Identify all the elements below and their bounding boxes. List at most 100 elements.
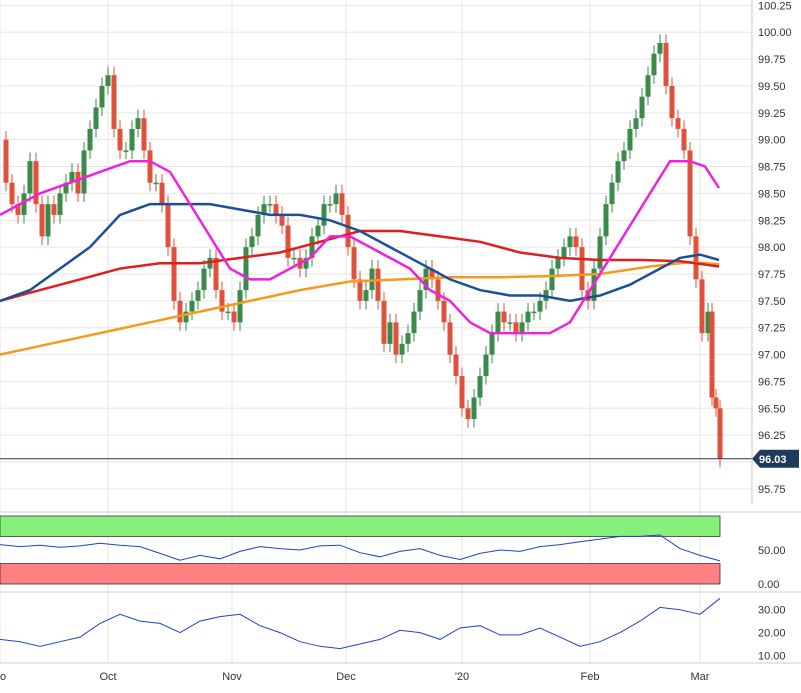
candle-body xyxy=(709,311,715,398)
candle-body xyxy=(183,311,189,323)
candle-body xyxy=(195,290,201,301)
rsi-y-tick: 0.00 xyxy=(758,579,779,591)
last-price-badge: 96.03 xyxy=(752,449,799,468)
rsi-y-axis: 0.00 50.00 xyxy=(758,545,786,591)
candle-body xyxy=(177,300,183,323)
indicator-y-tick: 20.00 xyxy=(758,628,786,640)
price-y-tick: 99.50 xyxy=(758,81,786,93)
indicator-line xyxy=(0,597,721,650)
candle-body xyxy=(219,290,225,312)
candle-body xyxy=(597,236,603,269)
ma-fast-line xyxy=(0,159,721,335)
candle-body xyxy=(201,268,207,291)
x-tick: '20 xyxy=(455,671,469,683)
x-tick: o xyxy=(0,671,6,683)
rsi-panel: 0.00 50.00 xyxy=(0,515,786,591)
x-tick: Dec xyxy=(336,671,356,683)
candle-body xyxy=(165,204,171,248)
price-y-tick: 96.50 xyxy=(758,403,786,415)
candle-body xyxy=(285,225,291,258)
candle-body xyxy=(489,333,495,355)
candle-body xyxy=(579,247,585,291)
price-y-tick: 96.25 xyxy=(758,430,786,442)
candle-body xyxy=(9,182,15,205)
candle-body xyxy=(255,214,261,237)
overbought-zone xyxy=(0,515,721,537)
candle-body xyxy=(147,150,153,183)
candle-body xyxy=(513,322,519,334)
candle-body xyxy=(429,268,435,280)
x-tick: Mar xyxy=(691,671,710,683)
candle-body xyxy=(99,85,105,108)
candle-body xyxy=(135,118,141,129)
last-price-label: 96.03 xyxy=(759,454,787,466)
price-grid xyxy=(0,4,752,490)
candle-body xyxy=(33,161,39,205)
candle-body xyxy=(435,279,441,301)
candle-body xyxy=(81,150,87,194)
candle-body xyxy=(243,247,249,291)
candle-body xyxy=(273,204,279,215)
price-y-tick: 98.00 xyxy=(758,242,786,254)
candle-body xyxy=(207,257,213,269)
candle-body xyxy=(525,311,531,323)
candle-body xyxy=(321,204,327,226)
candle-body xyxy=(129,128,135,151)
candle-body xyxy=(279,214,285,226)
candle-body xyxy=(621,150,627,162)
candle-body xyxy=(375,268,381,301)
candle-body xyxy=(507,322,513,324)
candle-body xyxy=(93,107,99,129)
candle-body xyxy=(483,354,489,377)
price-y-tick: 99.25 xyxy=(758,108,786,120)
candle-body xyxy=(657,42,663,54)
candle-body xyxy=(309,236,315,258)
price-y-tick: 97.75 xyxy=(758,269,786,281)
price-y-tick: 98.25 xyxy=(758,215,786,227)
candle-body xyxy=(627,128,633,151)
candle-body xyxy=(399,343,405,355)
ma-long-line xyxy=(0,260,720,356)
candle-body xyxy=(699,279,705,334)
candle-body xyxy=(75,171,81,194)
candle-body xyxy=(141,118,147,151)
candle-body xyxy=(87,128,93,151)
candle-body xyxy=(225,311,231,314)
candle-body xyxy=(105,75,111,86)
candle-body xyxy=(453,354,459,377)
candle-body xyxy=(663,42,669,86)
x-tick: Oct xyxy=(99,671,116,683)
rsi-line xyxy=(0,534,721,562)
rsi-y-tick: 50.00 xyxy=(758,545,786,557)
candle-body xyxy=(45,204,51,237)
candle-body xyxy=(111,75,117,129)
candle-body xyxy=(249,236,255,248)
indicator-y-tick: 30.00 xyxy=(758,605,786,617)
candle-body xyxy=(669,85,675,119)
candle-body xyxy=(567,236,573,248)
candle-body xyxy=(57,193,63,215)
candle-body xyxy=(15,204,21,215)
candle-body xyxy=(411,311,417,334)
x-axis: o Oct Nov Dec '20 Feb Mar xyxy=(0,671,710,683)
indicator-y-axis: 10.00 20.00 30.00 xyxy=(758,605,786,663)
candle-body xyxy=(381,300,387,344)
price-y-tick: 99.75 xyxy=(758,54,786,66)
candle-body xyxy=(555,257,561,269)
indicator-y-tick: 10.00 xyxy=(758,650,786,662)
candle-body xyxy=(159,182,165,205)
candle-body xyxy=(531,311,537,314)
price-y-tick: 100.25 xyxy=(758,0,792,12)
candle-body xyxy=(459,376,465,409)
candle-body xyxy=(315,225,321,237)
candle-body xyxy=(291,257,297,260)
candle-body xyxy=(549,268,555,291)
last-price-badge-shape xyxy=(752,449,799,468)
candle-body xyxy=(21,193,27,215)
price-y-tick: 100.00 xyxy=(758,27,792,39)
candle-body xyxy=(3,139,9,183)
candle-body xyxy=(651,53,657,76)
candle-body xyxy=(345,214,351,248)
candle-body xyxy=(417,290,423,312)
